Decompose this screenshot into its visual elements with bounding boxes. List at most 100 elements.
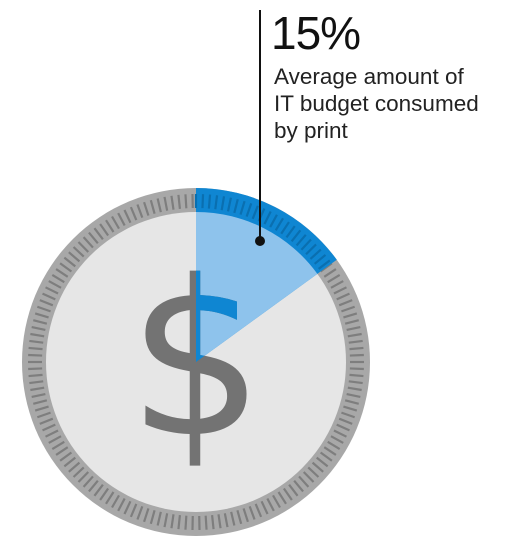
rim-tick (149, 510, 156, 525)
rim-tick (129, 206, 138, 221)
rim-tick (33, 319, 48, 325)
rim-tick (344, 319, 359, 325)
rim-tick (68, 251, 81, 263)
rim-tick (347, 332, 362, 338)
highlight-rim-tick (239, 200, 246, 215)
rim-tick (348, 339, 363, 344)
stat-value: 15% (271, 7, 360, 59)
rim-tick (93, 484, 104, 497)
rim-tick (236, 510, 243, 525)
rim-tick (63, 456, 76, 468)
rim-tick (48, 435, 62, 444)
highlight-rim-tick (313, 254, 327, 265)
rim-tick (88, 479, 99, 493)
rim-tick (272, 494, 281, 509)
rim-tick (327, 274, 341, 284)
rim-tick (111, 215, 120, 230)
rim-tick (34, 405, 49, 412)
rim-tick (330, 280, 344, 289)
highlight-rim-tick (290, 229, 302, 242)
rim-tick (105, 491, 115, 505)
highlight-rim-tick (280, 221, 290, 235)
rim-tick (136, 505, 144, 520)
rim-tick (123, 209, 132, 224)
highlight-rim-tick (245, 202, 253, 217)
rim-tick (349, 346, 364, 351)
rim-tick (55, 446, 69, 456)
rim-tick (338, 299, 353, 307)
highlight-rim-tick (207, 194, 212, 209)
rim-tick (343, 405, 358, 412)
rim-tick (39, 299, 54, 307)
rim-tick (31, 325, 46, 332)
rim-tick (123, 500, 132, 515)
coin (22, 188, 370, 536)
rim-tick (143, 201, 150, 216)
rim-tick (42, 292, 56, 301)
rim-tick (336, 292, 350, 301)
rim-tick (117, 497, 126, 512)
rim-tick (51, 440, 65, 450)
rim-tick (170, 195, 175, 210)
rim-tick (288, 484, 299, 497)
rim-tick (260, 500, 269, 515)
rim-tick (204, 515, 208, 530)
rim-tick (63, 256, 76, 268)
rim-tick (28, 373, 43, 378)
rim-tick (77, 471, 90, 483)
rim-tick (330, 435, 344, 444)
rim-tick (29, 339, 44, 344)
highlight-rim-tick (233, 199, 239, 214)
rim-tick (156, 198, 162, 213)
rim-tick (59, 262, 73, 273)
rim-tick (177, 515, 181, 530)
highlight-rim-tick (226, 197, 233, 212)
rim-tick (177, 194, 181, 209)
highlight-rim-tick (201, 194, 205, 209)
rim-tick (266, 497, 275, 512)
highlight-rim-tick (263, 211, 272, 225)
pie-slice-highlight-rim-ticks (194, 194, 331, 270)
rim-tick (51, 274, 65, 284)
rim-tick (348, 380, 363, 385)
rim-tick (346, 392, 361, 399)
rim-tick (302, 471, 315, 483)
rim-tick (149, 199, 156, 214)
highlight-rim-tick (214, 195, 219, 210)
rim-tick (336, 423, 350, 432)
rim-tick (293, 479, 304, 493)
stat-caption-line-2: IT budget consumed (274, 91, 479, 116)
rim-tick (333, 429, 347, 438)
rim-tick (341, 305, 356, 313)
rim-tick (248, 505, 256, 520)
leader-dot (255, 236, 265, 246)
stat-caption-line-3: by print (274, 118, 349, 143)
rim-tick (28, 346, 43, 351)
rim-tick (99, 487, 110, 501)
rim-tick (254, 503, 263, 518)
rim-tick (349, 367, 364, 371)
rim-tick (163, 513, 169, 528)
highlight-rim-tick (309, 248, 322, 260)
rim-tick (217, 514, 222, 529)
rim-tick (72, 466, 85, 478)
rim-tick (319, 451, 333, 462)
highlight-rim-tick (295, 234, 307, 247)
rim-tick (323, 446, 337, 456)
rim-tick (45, 429, 59, 438)
rim-tick (307, 466, 320, 478)
rim-tick (105, 219, 115, 233)
rim-tick (93, 227, 104, 240)
rim-tick (28, 353, 43, 357)
stat-caption-line-1: Average amount of (274, 64, 464, 89)
rim-tick (31, 392, 46, 399)
highlight-rim-tick (285, 225, 296, 239)
highlight-rim-tick (318, 259, 331, 270)
rim-tick (156, 511, 162, 526)
rim-tick (349, 353, 364, 357)
rim-tick (338, 417, 353, 425)
rim-tick (343, 312, 358, 319)
rim-tick (316, 456, 329, 468)
rim-tick (277, 491, 287, 505)
